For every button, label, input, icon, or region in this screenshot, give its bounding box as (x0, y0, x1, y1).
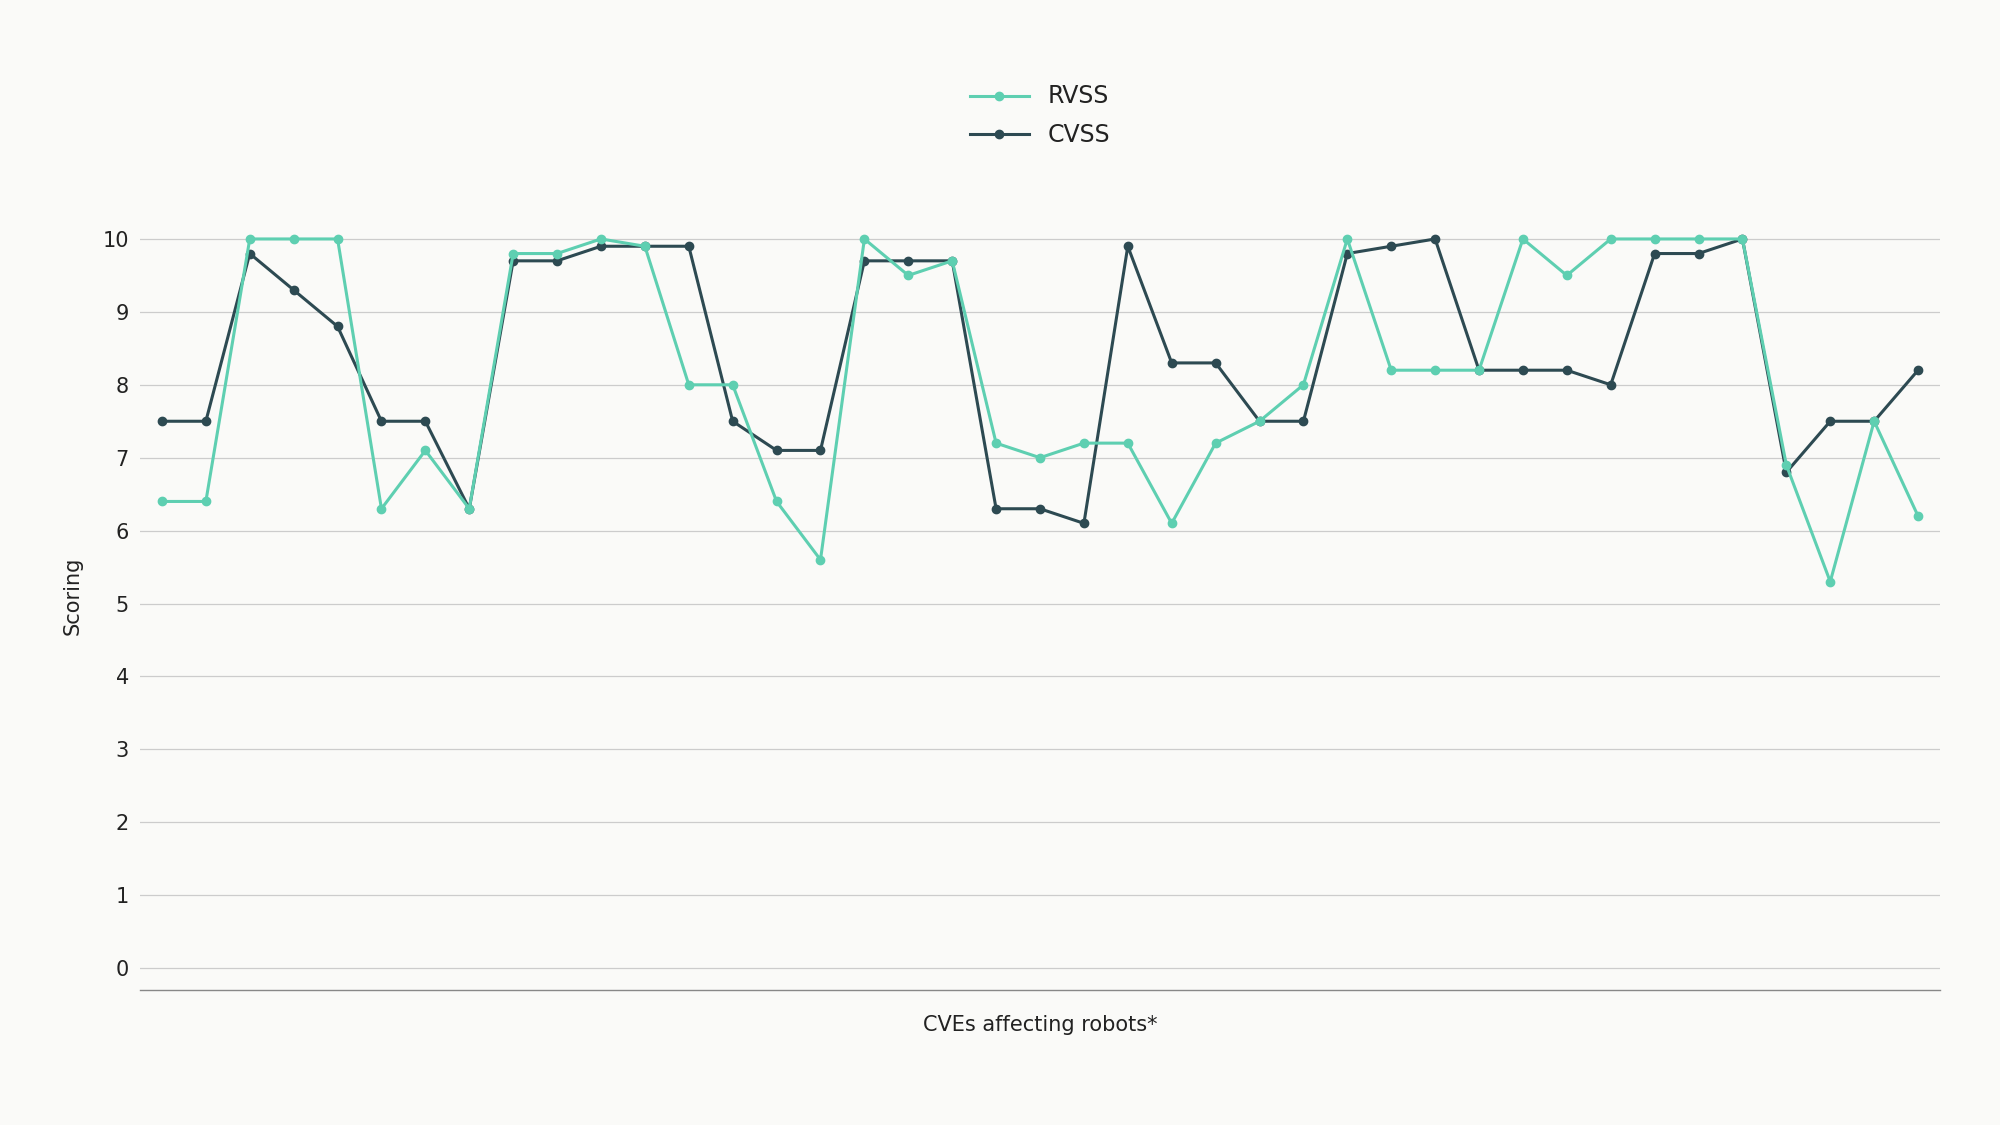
CVSS (546, 254, 570, 268)
RVSS (1424, 363, 1448, 377)
RVSS (896, 269, 920, 282)
RVSS (1818, 575, 1842, 588)
CVSS (676, 240, 700, 253)
CVSS (1424, 232, 1448, 245)
RVSS (1642, 232, 1666, 245)
RVSS (1906, 510, 1930, 523)
RVSS (1204, 436, 1228, 450)
CVSS (1862, 414, 1886, 428)
CVSS (852, 254, 876, 268)
RVSS (194, 495, 218, 508)
RVSS (720, 378, 744, 391)
RVSS (1116, 436, 1140, 450)
Line: CVSS: CVSS (158, 235, 1922, 528)
CVSS (1642, 246, 1666, 260)
CVSS (896, 254, 920, 268)
CVSS (764, 443, 788, 457)
CVSS (150, 414, 174, 428)
RVSS (1554, 269, 1578, 282)
CVSS (1160, 357, 1184, 370)
CVSS (414, 414, 438, 428)
RVSS (1774, 458, 1798, 471)
CVSS (1468, 363, 1492, 377)
RVSS (1468, 363, 1492, 377)
RVSS (1248, 414, 1272, 428)
CVSS (502, 254, 526, 268)
Legend: RVSS, CVSS: RVSS, CVSS (958, 72, 1122, 159)
RVSS (1598, 232, 1622, 245)
CVSS (238, 246, 262, 260)
RVSS (502, 246, 526, 260)
RVSS (1028, 451, 1052, 465)
RVSS (1510, 232, 1534, 245)
RVSS (852, 232, 876, 245)
CVSS (1906, 363, 1930, 377)
CVSS (940, 254, 964, 268)
RVSS (632, 240, 656, 253)
RVSS (238, 232, 262, 245)
CVSS (1248, 414, 1272, 428)
RVSS (1336, 232, 1360, 245)
CVSS (326, 319, 350, 333)
X-axis label: CVEs affecting robots*: CVEs affecting robots* (922, 1015, 1158, 1035)
RVSS (370, 502, 394, 515)
RVSS (984, 436, 1008, 450)
RVSS (458, 502, 482, 515)
CVSS (1774, 466, 1798, 479)
CVSS (984, 502, 1008, 515)
CVSS (1072, 516, 1096, 530)
RVSS (676, 378, 700, 391)
RVSS (808, 554, 832, 567)
Y-axis label: Scoring: Scoring (62, 557, 82, 636)
CVSS (1116, 240, 1140, 253)
CVSS (1554, 363, 1578, 377)
CVSS (458, 502, 482, 515)
CVSS (808, 443, 832, 457)
CVSS (632, 240, 656, 253)
CVSS (1510, 363, 1534, 377)
Line: RVSS: RVSS (158, 235, 1922, 586)
CVSS (720, 414, 744, 428)
RVSS (1160, 516, 1184, 530)
RVSS (546, 246, 570, 260)
CVSS (1598, 378, 1622, 391)
RVSS (1072, 436, 1096, 450)
CVSS (1730, 232, 1754, 245)
RVSS (588, 232, 612, 245)
CVSS (1292, 414, 1316, 428)
CVSS (1686, 246, 1710, 260)
CVSS (1818, 414, 1842, 428)
CVSS (1028, 502, 1052, 515)
CVSS (1204, 357, 1228, 370)
RVSS (282, 232, 306, 245)
RVSS (150, 495, 174, 508)
RVSS (1862, 414, 1886, 428)
RVSS (414, 443, 438, 457)
RVSS (1730, 232, 1754, 245)
RVSS (326, 232, 350, 245)
RVSS (764, 495, 788, 508)
RVSS (1380, 363, 1404, 377)
CVSS (194, 414, 218, 428)
CVSS (1336, 246, 1360, 260)
RVSS (1686, 232, 1710, 245)
CVSS (370, 414, 394, 428)
CVSS (282, 284, 306, 297)
CVSS (1380, 240, 1404, 253)
RVSS (1292, 378, 1316, 391)
CVSS (588, 240, 612, 253)
RVSS (940, 254, 964, 268)
